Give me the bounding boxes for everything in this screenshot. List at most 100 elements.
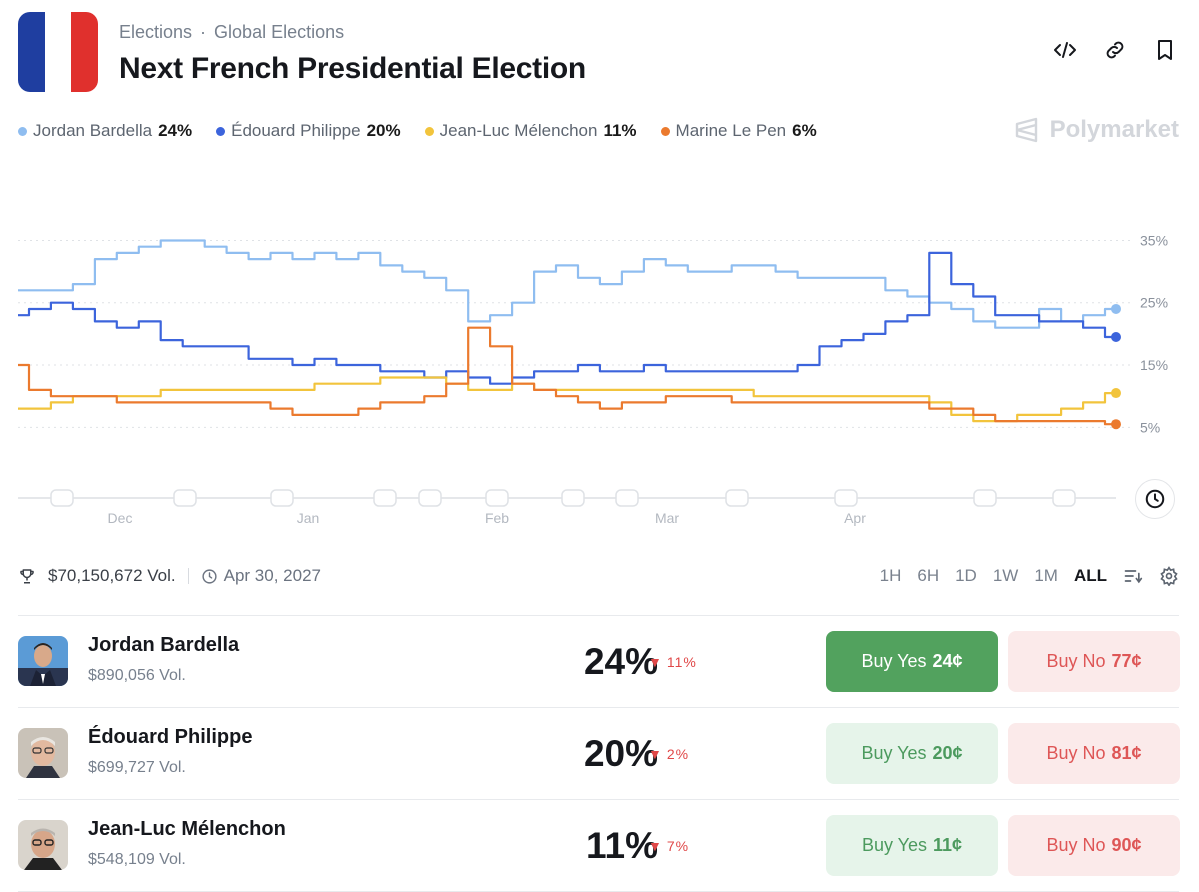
- chart-legend: Jordan Bardella 24% Édouard Philippe 20%…: [18, 121, 817, 141]
- outcome-volume: $548,109 Vol.: [88, 851, 186, 868]
- buy-no-button[interactable]: Buy No 90¢: [1008, 815, 1180, 876]
- flag-stripe-white: [44, 12, 72, 92]
- legend-dot: [660, 126, 670, 136]
- series-end-dot: [1111, 303, 1121, 314]
- buy-yes-price: 24¢: [932, 651, 963, 671]
- range-1h[interactable]: 1H: [879, 566, 902, 585]
- end-date: Apr 30, 2027: [201, 566, 321, 586]
- buy-yes-label: Buy Yes: [861, 743, 927, 763]
- outcome-name: Jordan Bardella: [88, 634, 240, 656]
- buy-no-price: 90¢: [1111, 835, 1142, 855]
- buy-no-button[interactable]: Buy No 77¢: [1008, 631, 1180, 692]
- x-tick-label: Feb: [485, 510, 509, 526]
- timeline-marker: [834, 489, 858, 507]
- legend-item-melenchon[interactable]: Jean-Luc Mélenchon 11%: [424, 121, 637, 141]
- page-title: Next French Presidential Election: [119, 52, 586, 85]
- y-tick-label: 5%: [1140, 419, 1160, 435]
- bookmark-icon[interactable]: [1153, 38, 1177, 62]
- sort-icon[interactable]: [1123, 566, 1143, 586]
- outcome-row-philippe[interactable]: Édouard Philippe $699,727 Vol. 20% ▼ 2% …: [18, 708, 1180, 800]
- legend-dot: [216, 126, 226, 136]
- legend-item-bardella[interactable]: Jordan Bardella 24%: [18, 121, 192, 141]
- breadcrumb-elections[interactable]: Elections: [119, 22, 193, 42]
- breadcrumb-global-elections[interactable]: Global Elections: [214, 22, 345, 42]
- legend-name: Marine Le Pen: [675, 121, 787, 140]
- divider: [18, 799, 1179, 800]
- polymarket-brand: Polymarket: [1014, 116, 1179, 144]
- header-actions: [1053, 38, 1177, 62]
- legend-item-philippe[interactable]: Édouard Philippe 20%: [216, 121, 401, 141]
- series-end-dot: [1111, 332, 1121, 342]
- market-stats: $70,150,672 Vol. Apr 30, 2027: [18, 566, 321, 586]
- timeline-marker: [418, 489, 442, 507]
- x-tick-label: Mar: [655, 510, 679, 526]
- timeline-marker: [561, 489, 585, 507]
- x-tick-label: Dec: [108, 510, 133, 526]
- outcome-row-melenchon[interactable]: Jean-Luc Mélenchon $548,109 Vol. 11% ▼ 7…: [18, 800, 1180, 892]
- series-line: [18, 239, 1116, 329]
- timeline-marker: [373, 489, 397, 507]
- clock-icon: [202, 568, 217, 584]
- divider: [18, 615, 1179, 616]
- timeline-marker: [973, 489, 997, 507]
- breadcrumb-separator: ·: [200, 22, 207, 42]
- down-triangle-icon: ▼: [648, 746, 663, 762]
- brand-name: Polymarket: [1049, 116, 1179, 143]
- series-line: [18, 326, 1116, 426]
- buy-yes-button[interactable]: Buy Yes 20¢: [826, 723, 998, 784]
- settings-gear-icon[interactable]: [1159, 566, 1179, 586]
- embed-code-icon[interactable]: [1053, 38, 1077, 62]
- buy-yes-button[interactable]: Buy Yes 11¢: [826, 815, 998, 876]
- legend-name: Jordan Bardella: [33, 121, 153, 140]
- change-value: 11%: [666, 654, 697, 670]
- legend-pct: 6%: [792, 121, 817, 140]
- legend-dot: [18, 126, 27, 136]
- legend-item-le-pen[interactable]: Marine Le Pen 6%: [660, 121, 817, 141]
- timeline-marker: [615, 489, 639, 507]
- avatar: [18, 636, 68, 686]
- timeline-marker: [725, 489, 749, 507]
- series-line: [18, 376, 1116, 423]
- outcome-probability: 20%: [583, 733, 658, 774]
- buy-no-price: 77¢: [1111, 651, 1142, 671]
- time-range-selector: 1H 6H 1D 1W 1M ALL: [880, 566, 1179, 586]
- history-button[interactable]: [1135, 479, 1175, 519]
- y-tick-label: 25%: [1140, 295, 1168, 311]
- timeline-marker: [270, 489, 294, 507]
- range-1w[interactable]: 1W: [992, 566, 1019, 585]
- range-all[interactable]: ALL: [1073, 566, 1107, 585]
- buy-yes-button[interactable]: Buy Yes 24¢: [826, 631, 998, 692]
- outcome-volume: $699,727 Vol.: [88, 759, 186, 776]
- range-1d[interactable]: 1D: [955, 566, 977, 585]
- outcome-change: ▼ 11%: [648, 654, 697, 670]
- avatar: [18, 728, 68, 778]
- down-triangle-icon: ▼: [648, 838, 663, 854]
- price-history-chart[interactable]: 35% 25% 15% 5% Dec Jan Feb Mar Apr: [0, 200, 1199, 530]
- change-value: 2%: [666, 746, 690, 762]
- outcome-volume: $890,056 Vol.: [88, 667, 186, 684]
- legend-pct: 24%: [158, 121, 193, 140]
- divider: [18, 707, 1179, 708]
- buy-yes-price: 20¢: [932, 743, 963, 763]
- legend-pct: 20%: [366, 121, 401, 140]
- buy-no-price: 81¢: [1111, 743, 1142, 763]
- range-1m[interactable]: 1M: [1034, 566, 1058, 585]
- x-tick-label: Jan: [297, 510, 320, 526]
- outcome-change: ▼ 2%: [648, 746, 689, 762]
- link-icon[interactable]: [1103, 38, 1127, 62]
- series-end-dot: [1111, 419, 1121, 430]
- y-tick-label: 15%: [1140, 357, 1168, 373]
- outcome-row-bardella[interactable]: Jordan Bardella $890,056 Vol. 24% ▼ 11% …: [18, 616, 1180, 708]
- timeline-marker: [1052, 489, 1076, 507]
- breadcrumb: Elections · Global Elections: [119, 22, 344, 43]
- buy-no-label: Buy No: [1046, 651, 1106, 671]
- y-tick-label: 35%: [1140, 232, 1168, 248]
- legend-name: Édouard Philippe: [231, 121, 361, 140]
- total-volume: $70,150,672 Vol.: [48, 566, 176, 585]
- range-6h[interactable]: 6H: [917, 566, 940, 585]
- buy-no-button[interactable]: Buy No 81¢: [1008, 723, 1180, 784]
- outcome-change: ▼ 7%: [648, 838, 689, 854]
- clock-icon: [1145, 489, 1165, 509]
- x-tick-label: Apr: [844, 510, 866, 526]
- outcome-probability: 24%: [583, 641, 658, 682]
